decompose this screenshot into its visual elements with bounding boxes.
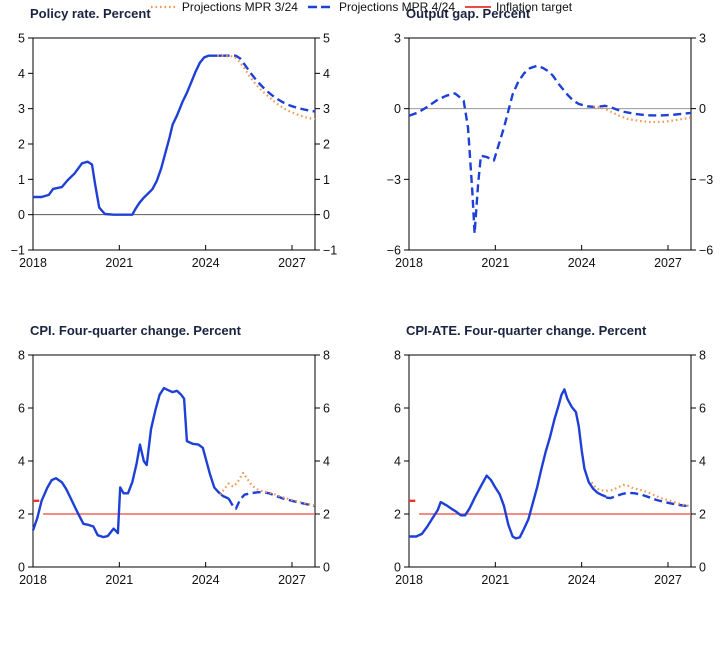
svg-text:2024: 2024 (192, 573, 220, 587)
chart-title-policy-rate: Policy rate. Percent (30, 6, 151, 21)
svg-text:6: 6 (323, 402, 330, 416)
svg-text:2: 2 (18, 508, 25, 522)
dashed-line-swatch (307, 5, 334, 9)
svg-text:4: 4 (18, 455, 25, 469)
svg-text:0: 0 (699, 561, 706, 575)
svg-text:6: 6 (394, 402, 401, 416)
svg-text:8: 8 (18, 349, 25, 363)
svg-text:3: 3 (394, 32, 401, 46)
chart-title-cpi: CPI. Four-quarter change. Percent (30, 323, 241, 338)
svg-text:4: 4 (18, 67, 25, 81)
svg-text:−1: −1 (11, 244, 25, 258)
svg-text:2027: 2027 (654, 256, 682, 270)
cpi-ate-plot-canvas: 0 0 2 2 4 4 6 6 8 8 2018 2021 2024 2027 (394, 349, 706, 588)
svg-text:2: 2 (394, 508, 401, 522)
svg-text:6: 6 (18, 402, 25, 416)
cpi-plot-canvas: 0 0 2 2 4 4 6 6 8 8 2018 2021 2024 2027 (18, 349, 330, 588)
svg-text:0: 0 (394, 102, 401, 116)
svg-text:0: 0 (323, 208, 330, 222)
svg-text:−3: −3 (387, 173, 401, 187)
svg-text:3: 3 (699, 32, 706, 46)
svg-text:−6: −6 (699, 244, 713, 258)
svg-text:2021: 2021 (105, 256, 133, 270)
legend-item-inflation-target: Inflation target (464, 0, 572, 14)
legend-label-mpr-4-24: Projections MPR 4/24 (338, 0, 456, 14)
svg-text:−1: −1 (323, 244, 337, 258)
svg-text:2021: 2021 (481, 256, 509, 270)
solid-line-swatch (465, 6, 492, 8)
svg-text:2018: 2018 (395, 256, 423, 270)
svg-text:6: 6 (699, 402, 706, 416)
svg-text:0: 0 (18, 561, 25, 575)
svg-text:2027: 2027 (654, 573, 682, 587)
svg-text:2024: 2024 (192, 256, 220, 270)
chart-legend: Projections MPR 3/24 Projections MPR 4/2… (0, 0, 722, 14)
svg-text:1: 1 (18, 173, 25, 187)
svg-text:4: 4 (323, 67, 330, 81)
svg-text:2018: 2018 (19, 256, 47, 270)
legend-label-mpr-3-24: Projections MPR 3/24 (181, 0, 298, 14)
svg-text:2024: 2024 (568, 256, 596, 270)
svg-text:2: 2 (699, 508, 706, 522)
svg-text:8: 8 (394, 349, 401, 363)
svg-text:−6: −6 (387, 244, 401, 258)
dotted-line-swatch (150, 5, 177, 9)
svg-text:−3: −3 (699, 173, 713, 187)
svg-text:2021: 2021 (105, 573, 133, 587)
svg-text:0: 0 (18, 208, 25, 222)
legend-item-mpr-3-24: Projections MPR 3/24 (150, 0, 298, 14)
svg-text:5: 5 (323, 32, 330, 46)
svg-text:3: 3 (323, 102, 330, 116)
legend-label-inflation-target: Inflation target (496, 0, 573, 14)
chart-title-cpi-ate: CPI-ATE. Four-quarter change. Percent (406, 323, 647, 338)
svg-text:0: 0 (323, 561, 330, 575)
svg-text:2: 2 (18, 138, 25, 152)
svg-text:2024: 2024 (568, 573, 596, 587)
svg-text:8: 8 (699, 349, 706, 363)
svg-text:0: 0 (699, 102, 706, 116)
svg-text:3: 3 (18, 102, 25, 116)
output-gap-plot-canvas: −6 −6 −3 −3 0 0 3 3 2018 2021 2024 2027 (387, 32, 714, 271)
svg-text:2: 2 (323, 508, 330, 522)
svg-text:2: 2 (323, 138, 330, 152)
svg-text:0: 0 (394, 561, 401, 575)
svg-text:2018: 2018 (19, 573, 47, 587)
svg-text:2027: 2027 (278, 256, 306, 270)
svg-text:1: 1 (323, 173, 330, 187)
svg-text:2021: 2021 (481, 573, 509, 587)
legend-item-mpr-4-24: Projections MPR 4/24 (307, 0, 455, 14)
policy-rate-plot-canvas: −1 −1 0 0 1 1 2 2 3 3 4 4 5 5 2018 2021 2024 2027 (11, 32, 338, 271)
svg-text:4: 4 (699, 455, 706, 469)
svg-text:2018: 2018 (395, 573, 423, 587)
svg-text:5: 5 (18, 32, 25, 46)
svg-text:8: 8 (323, 349, 330, 363)
chart-title-output-gap: Output gap. Percent (406, 6, 531, 21)
svg-text:4: 4 (323, 455, 330, 469)
svg-text:4: 4 (394, 455, 401, 469)
svg-text:2027: 2027 (278, 573, 306, 587)
